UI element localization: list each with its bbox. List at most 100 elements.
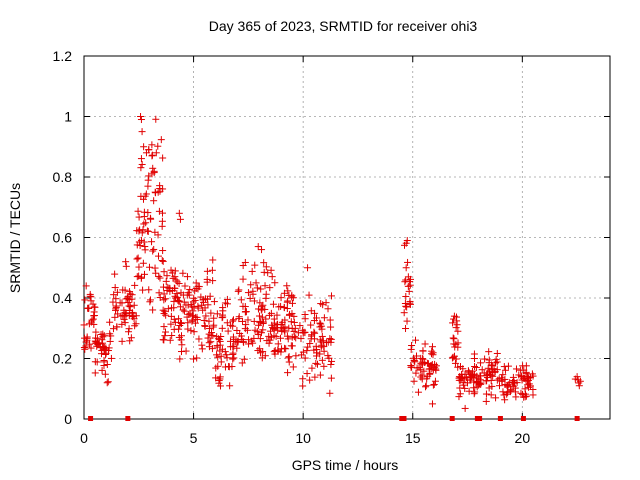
data-point [412,352,420,360]
data-point [218,324,226,332]
data-point [140,220,148,228]
data-point [257,329,265,337]
y-tick-label: 0.6 [53,230,73,246]
data-point [226,382,234,390]
data-point [89,300,97,308]
data-point [133,273,141,281]
data-point [238,359,246,367]
data-point [487,391,495,399]
data-point [413,364,421,372]
data-point [150,245,158,253]
data-point [459,373,467,381]
data-point [493,349,501,357]
data-point [150,197,158,205]
data-point [118,320,126,328]
data-point [271,279,279,287]
data-point [327,323,335,331]
data-point [92,328,100,336]
data-point [492,356,500,364]
data-point [289,363,297,371]
data-point [241,258,249,266]
data-point [454,343,462,351]
data-point [209,256,217,264]
data-point [250,317,258,325]
y-axis-label: SRMTID / TECUs [7,183,23,293]
data-point [485,348,493,356]
data-point [235,286,243,294]
data-point [159,306,167,314]
data-point [160,310,168,318]
data-point [245,340,253,348]
data-point [98,366,106,374]
data-point [285,358,293,366]
data-point [277,294,285,302]
data-point [526,382,534,390]
data-point [192,279,200,287]
data-point [408,342,416,350]
data-point [113,323,121,331]
data-point [136,242,144,250]
data-point [482,390,490,398]
data-point [155,272,163,280]
data-point [403,303,411,311]
data-point [454,327,462,335]
data-point [301,329,309,337]
data-point [230,335,238,343]
data-point [318,356,326,364]
data-point [573,373,581,381]
data-point [112,295,120,303]
data-point [265,339,273,347]
data-point [126,303,134,311]
data-point [222,351,230,359]
data-point [144,227,152,235]
data-point [205,317,213,325]
data-point [213,310,221,318]
data-point [510,379,518,387]
data-point [106,337,114,345]
data-point [82,282,90,290]
data-point [244,316,252,324]
data-point [262,263,270,271]
data-point [306,376,314,384]
data-point [456,363,464,371]
data-point [163,286,171,294]
data-point [576,377,584,385]
data-point [472,363,480,371]
data-point [489,372,497,380]
data-point [106,318,114,326]
data-point [218,314,226,322]
data-point [213,351,221,359]
data-point [81,296,89,304]
data-point [130,301,138,309]
data-point [412,336,420,344]
data-point [194,304,202,312]
plot-frame [83,55,611,420]
data-point [145,263,153,271]
data-point [217,352,225,360]
data-point [247,281,255,289]
data-point [284,354,292,362]
data-point [188,303,196,311]
data-point [287,318,295,326]
data-point [299,382,307,390]
data-point [449,334,457,342]
data-point [162,277,170,285]
data-point [113,288,121,296]
data-point [311,329,319,337]
data-point [99,333,107,341]
data-point [318,325,326,333]
data-point [185,291,193,299]
data-point [170,325,178,333]
data-point [219,307,227,315]
data-point [148,152,156,160]
outage-markers [88,416,580,421]
data-point [178,341,186,349]
data-point [274,340,282,348]
data-point [175,315,183,323]
data-point [98,346,106,354]
data-point [212,364,220,372]
data-point [242,321,250,329]
data-point [160,323,168,331]
data-point [308,332,316,340]
data-point [316,350,324,358]
